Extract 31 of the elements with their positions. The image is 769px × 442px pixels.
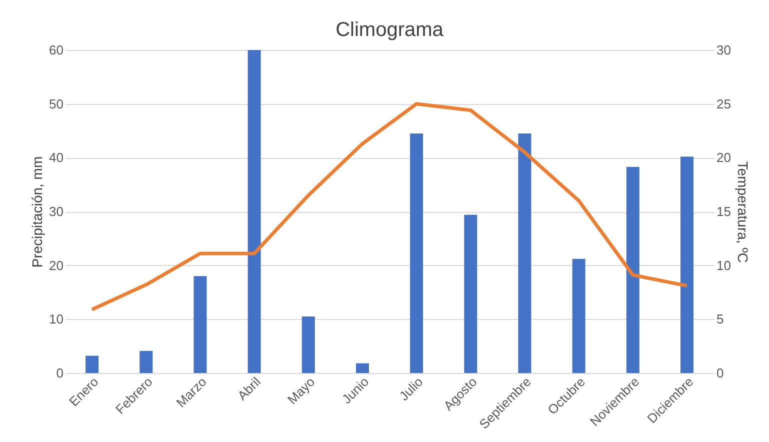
y-tick-label: 20 [49,258,64,273]
x-tick-label: Julio [396,374,426,404]
bar [248,50,261,373]
bar [680,156,694,373]
bar [626,166,640,373]
y-tick-label: 50 [49,96,64,112]
bar [302,316,315,373]
y-tick-label: 30 [49,204,64,219]
y2-tick-label: 15 [716,204,731,219]
y2-tick-label: 0 [716,366,724,380]
y2-tick-label: 10 [716,258,731,273]
y-tick-label: 0 [56,366,64,380]
y2-tick-label: 5 [716,312,724,327]
y2-tick-label: 20 [716,150,731,166]
y-tick-label: 60 [49,42,64,58]
line-series [90,102,689,312]
bar [86,356,99,373]
chart-title: Climograma [336,19,444,41]
bar [356,363,369,373]
y-tick-label: 40 [49,150,64,166]
bar [572,258,586,373]
y-axis-title: Precipitación, mm [29,156,46,268]
bar [464,214,478,373]
y2-tick-label: 25 [716,96,731,112]
y2-axis-title: Temperatura, ºC [734,161,751,263]
bar [194,276,207,373]
bar [410,133,424,373]
y-tick-label: 10 [49,312,64,327]
bar [518,133,532,373]
bar [140,350,153,373]
y2-tick-label: 30 [716,42,731,58]
